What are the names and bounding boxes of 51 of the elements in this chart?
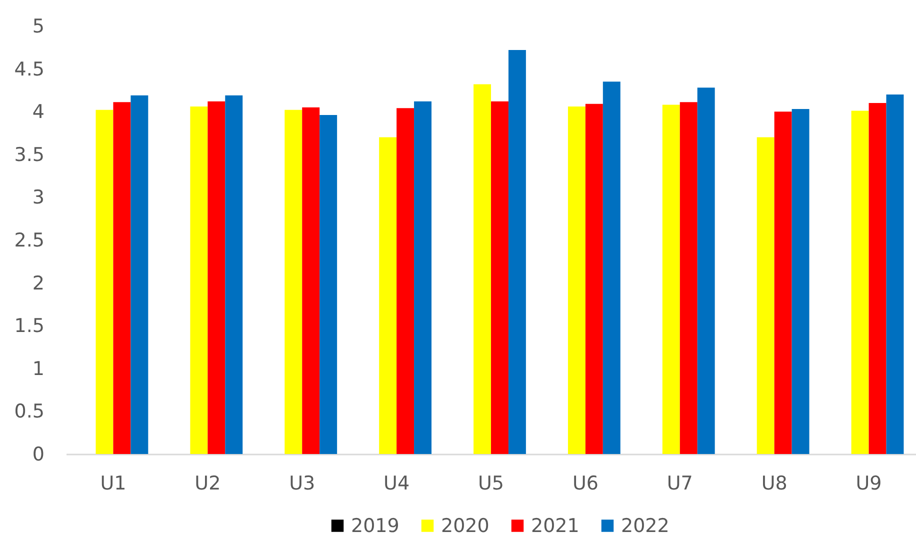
bar: [225, 95, 243, 454]
bar: [851, 110, 869, 454]
bar: [756, 137, 774, 454]
bar: [190, 106, 208, 454]
bar: [491, 101, 508, 454]
bar: [414, 101, 432, 454]
bar: [508, 50, 526, 454]
bar: [697, 88, 715, 454]
y-tick-label: 2.5: [14, 230, 44, 252]
bar: [396, 108, 414, 454]
bar: [792, 109, 810, 454]
bar: [130, 95, 148, 454]
y-tick-label: 1.5: [14, 315, 44, 338]
bar: [284, 110, 302, 454]
y-tick-label: 1: [32, 358, 44, 380]
x-tick-label: U9: [856, 472, 882, 494]
x-tick-label: U8: [761, 472, 788, 494]
legend-label: 2021: [531, 514, 580, 537]
y-tick-label: 3.5: [14, 144, 44, 166]
x-tick-label: U2: [194, 472, 221, 494]
bar: [113, 102, 131, 454]
y-tick-label: 3: [32, 186, 44, 209]
bar: [208, 101, 226, 454]
x-tick-label: U4: [384, 472, 410, 494]
y-tick-label: 5: [32, 16, 44, 38]
legend-label: 2020: [441, 514, 490, 537]
bar: [585, 104, 603, 454]
bar: [379, 137, 397, 454]
bar: [320, 115, 338, 454]
x-tick-label: U7: [666, 472, 693, 494]
bar: [886, 94, 904, 454]
y-tick-label: 4.5: [14, 58, 44, 80]
x-tick-label: U3: [289, 472, 316, 494]
bar: [602, 82, 620, 454]
bar: [96, 110, 114, 454]
y-tick-label: 0.5: [14, 400, 44, 423]
y-tick-label: 4: [32, 101, 44, 124]
bar: [774, 112, 792, 454]
x-tick-label: U1: [100, 472, 126, 494]
bar: [474, 84, 491, 454]
bar: [680, 102, 698, 454]
y-tick-label: 0: [32, 444, 44, 466]
y-tick-label: 2: [32, 272, 44, 294]
bar: [302, 107, 320, 454]
bar: [568, 106, 586, 454]
bar: [662, 104, 680, 454]
x-tick-label: U5: [478, 472, 504, 494]
legend-label: 2019: [351, 514, 400, 537]
legend-label: 2022: [621, 514, 670, 537]
x-tick-label: U6: [572, 472, 598, 494]
bar: [868, 103, 886, 454]
